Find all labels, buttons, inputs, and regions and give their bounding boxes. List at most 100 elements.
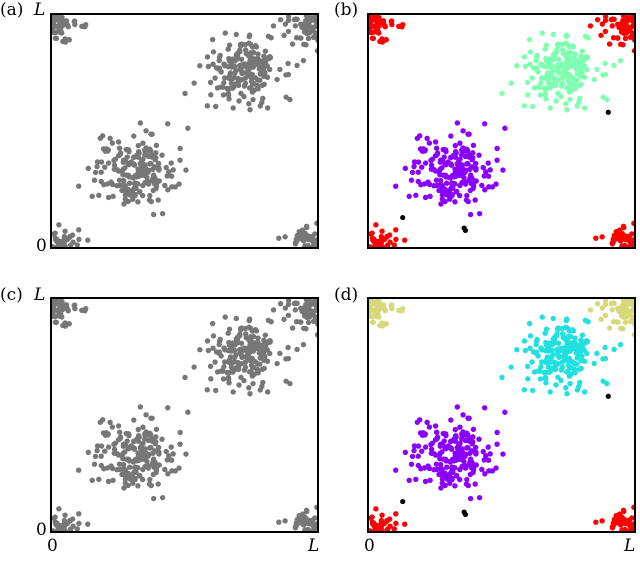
point [163, 164, 169, 171]
point [166, 453, 172, 459]
point [443, 464, 450, 470]
point [74, 242, 81, 248]
point [140, 466, 146, 473]
point [125, 482, 131, 489]
point [583, 339, 590, 345]
point [250, 61, 257, 67]
point [514, 347, 520, 353]
point [422, 444, 429, 450]
point [233, 352, 239, 358]
point [156, 160, 162, 167]
point [54, 243, 61, 248]
point [102, 164, 108, 170]
point [443, 180, 450, 186]
point [578, 53, 584, 59]
point [225, 64, 232, 70]
point [137, 160, 143, 167]
point [131, 133, 137, 139]
point [424, 135, 430, 142]
point [521, 103, 527, 109]
point [442, 482, 448, 489]
point [406, 477, 412, 483]
point [114, 182, 120, 189]
point [579, 61, 585, 67]
point [436, 169, 442, 175]
point [600, 378, 606, 384]
point [289, 325, 296, 331]
point [378, 233, 385, 240]
point [413, 192, 419, 199]
point [212, 359, 218, 365]
point [265, 33, 272, 39]
point [499, 374, 505, 381]
point [470, 434, 476, 440]
point [294, 62, 300, 69]
point [428, 450, 435, 456]
point [217, 336, 223, 343]
point [140, 140, 146, 146]
point [594, 350, 600, 357]
point [233, 31, 239, 38]
point [109, 465, 116, 472]
point [241, 93, 247, 100]
point [285, 60, 291, 67]
point [618, 21, 624, 27]
point [627, 26, 633, 32]
point [233, 68, 239, 74]
point [262, 69, 268, 76]
point [111, 450, 118, 456]
point [63, 18, 70, 24]
point [432, 423, 439, 429]
point [487, 167, 493, 173]
point [51, 231, 57, 237]
point [116, 429, 123, 435]
point [282, 21, 289, 27]
point [210, 49, 217, 55]
point [146, 197, 153, 203]
point [618, 233, 624, 239]
point [550, 68, 556, 74]
point [191, 364, 197, 370]
point [467, 187, 474, 194]
point [558, 83, 565, 89]
point [207, 363, 214, 370]
point [428, 446, 435, 452]
point [527, 333, 534, 339]
point [300, 341, 307, 348]
point [153, 439, 159, 445]
point [51, 29, 57, 36]
point [598, 316, 604, 323]
point [142, 433, 148, 439]
point [579, 69, 585, 76]
point [56, 506, 62, 512]
point [120, 177, 127, 184]
point [559, 47, 566, 53]
point [102, 448, 108, 454]
point [131, 446, 138, 452]
point [573, 350, 579, 356]
point [204, 54, 211, 60]
panel-b [367, 13, 636, 249]
point [387, 239, 393, 245]
point [313, 306, 318, 312]
point [89, 477, 95, 483]
point [500, 451, 506, 457]
point [373, 222, 379, 228]
point [216, 349, 223, 355]
point [539, 314, 545, 320]
point [59, 242, 65, 248]
point [368, 309, 373, 315]
point [185, 125, 191, 131]
point [610, 239, 616, 245]
outlier-point [462, 227, 469, 234]
point [155, 449, 161, 455]
point [221, 80, 227, 86]
point [304, 25, 310, 31]
point [564, 336, 571, 342]
point [547, 105, 553, 111]
point [409, 169, 416, 176]
point [126, 464, 133, 470]
point [602, 17, 609, 24]
point [170, 167, 176, 173]
